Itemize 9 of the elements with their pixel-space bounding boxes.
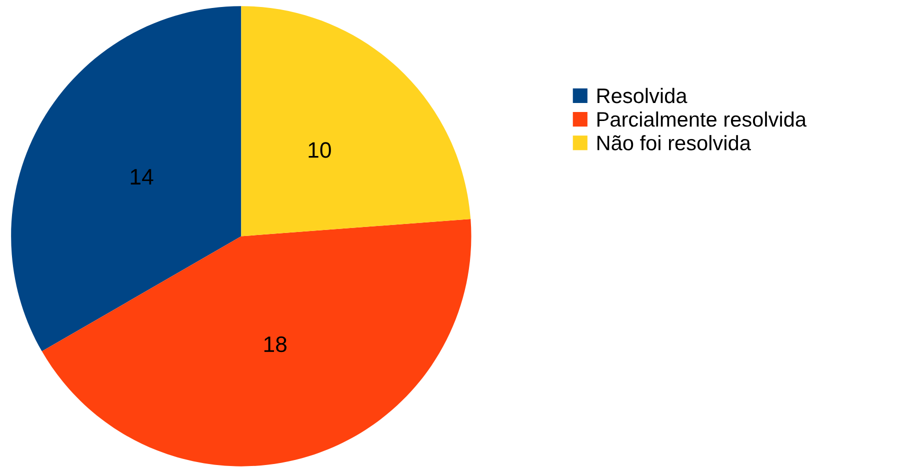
legend-label: Não foi resolvida [597,135,751,150]
pie-slice [241,6,471,236]
data-label: 18 [264,336,286,352]
pie-slice [11,6,242,352]
legend-label: Resolvida [597,88,688,104]
legend-label: Parcialmente resolvida [597,111,807,127]
data-label: 14 [130,169,154,184]
data-label: 10 [308,142,331,158]
pie-slice [42,219,472,466]
